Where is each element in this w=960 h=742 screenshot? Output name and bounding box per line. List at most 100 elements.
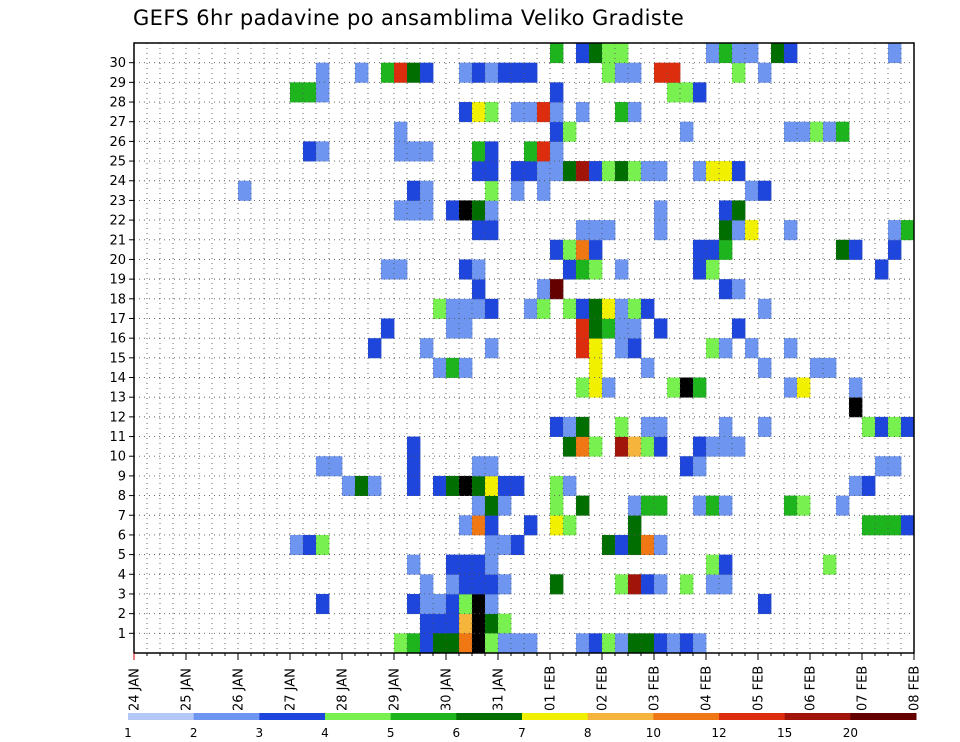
y-tick-label: 24 [109, 174, 126, 189]
heatmap-cell [550, 574, 564, 595]
heatmap-cell [485, 220, 499, 241]
heatmap-cell [485, 534, 499, 556]
heatmap-cell [446, 574, 460, 595]
heatmap-cell [563, 515, 577, 536]
heatmap-cell [498, 495, 512, 516]
heatmap-cell [485, 593, 499, 615]
legend-swatch [325, 713, 392, 720]
heatmap-cell [693, 259, 707, 280]
heatmap-cell [602, 62, 616, 83]
grid-lines [134, 43, 914, 653]
heatmap-cell [485, 495, 499, 516]
heatmap-cell [615, 62, 629, 83]
heatmap-cell [615, 43, 629, 64]
heatmap-cell [316, 593, 330, 615]
heatmap-cell [407, 593, 421, 615]
heatmap-cell [888, 43, 902, 64]
heatmap-cell [576, 633, 590, 654]
x-tick-label: 08 FEB [908, 666, 923, 711]
heatmap-cell [472, 220, 486, 241]
legend-swatch [259, 713, 326, 720]
heatmap-cell [784, 377, 798, 398]
heatmap-cell [641, 298, 655, 319]
heatmap-cell [706, 259, 720, 280]
x-tick-label: 05 FEB [752, 666, 767, 711]
heatmap-cell [576, 220, 590, 241]
heatmap-cell [498, 534, 512, 556]
legend-swatch [522, 713, 589, 720]
heatmap-cell [420, 200, 434, 221]
heatmap-cell [511, 102, 525, 123]
heatmap-cells [238, 43, 915, 654]
heatmap-cell [394, 259, 408, 280]
heatmap-cell [563, 298, 577, 319]
heatmap-cell [459, 593, 473, 615]
heatmap-cell [758, 357, 772, 378]
heatmap-cell [459, 357, 473, 378]
y-tick-label: 5 [118, 548, 126, 563]
heatmap-cell [602, 220, 616, 241]
heatmap-cell [732, 161, 746, 182]
heatmap-cell [420, 613, 434, 634]
heatmap-cell [719, 279, 733, 300]
heatmap-cell [693, 495, 707, 516]
x-tick-label: 29 JAN [388, 668, 403, 711]
heatmap-cell [407, 554, 421, 575]
heatmap-cell [719, 436, 733, 457]
legend-label: 2 [190, 726, 198, 740]
heatmap-cell [459, 574, 473, 595]
heatmap-cell [888, 416, 902, 437]
heatmap-cell [433, 357, 447, 378]
heatmap-cell [576, 298, 590, 319]
heatmap-cell [888, 239, 902, 260]
heatmap-cell [511, 633, 525, 654]
heatmap-cell [316, 62, 330, 83]
y-tick-label: 8 [118, 489, 126, 504]
heatmap-cell [433, 613, 447, 634]
heatmap-cell [719, 416, 733, 437]
heatmap-cell [472, 456, 486, 477]
legend-swatch [390, 713, 457, 720]
heatmap-cell [654, 574, 668, 595]
heatmap-cell [823, 121, 837, 142]
heatmap-cell [576, 259, 590, 280]
heatmap-cell [680, 82, 694, 103]
legend-label: 20 [843, 726, 858, 740]
heatmap-cell [485, 298, 499, 319]
heatmap-cell [459, 633, 473, 654]
legend-label: 8 [584, 726, 592, 740]
color-legend: 1 2 3 4 5 6 7 8 10 12 15 20 [124, 713, 917, 740]
heatmap-cell [433, 593, 447, 615]
heatmap-cell [641, 436, 655, 457]
heatmap-cell [589, 633, 603, 654]
heatmap-cell [576, 377, 590, 398]
x-tick-label: 26 JAN [232, 668, 247, 711]
heatmap-cell [641, 534, 655, 556]
y-tick-label: 19 [109, 273, 126, 288]
y-tick-label: 29 [109, 76, 126, 91]
heatmap-cell [381, 318, 395, 339]
heatmap-cell [693, 377, 707, 398]
heatmap-cell [550, 102, 564, 123]
heatmap-cell [420, 62, 434, 83]
heatmap-cell [628, 318, 642, 339]
heatmap-cell [407, 475, 421, 496]
heatmap-cell [485, 141, 499, 162]
heatmap-cell [576, 338, 590, 359]
heatmap-cell [719, 161, 733, 182]
heatmap-cell [758, 298, 772, 319]
heatmap-cell [576, 161, 590, 182]
heatmap-cell [745, 220, 759, 241]
y-tick-label: 23 [109, 194, 126, 209]
heatmap-cell [485, 515, 499, 536]
heatmap-cell [758, 180, 772, 201]
heatmap-cell [420, 633, 434, 654]
heatmap-cell [641, 161, 655, 182]
y-tick-label: 2 [118, 607, 126, 622]
heatmap-cell [472, 259, 486, 280]
y-tick-label: 7 [118, 509, 126, 524]
heatmap-cell [563, 416, 577, 437]
heatmap-cell [485, 456, 499, 477]
heatmap-cell [485, 574, 499, 595]
heatmap-cell [706, 239, 720, 260]
